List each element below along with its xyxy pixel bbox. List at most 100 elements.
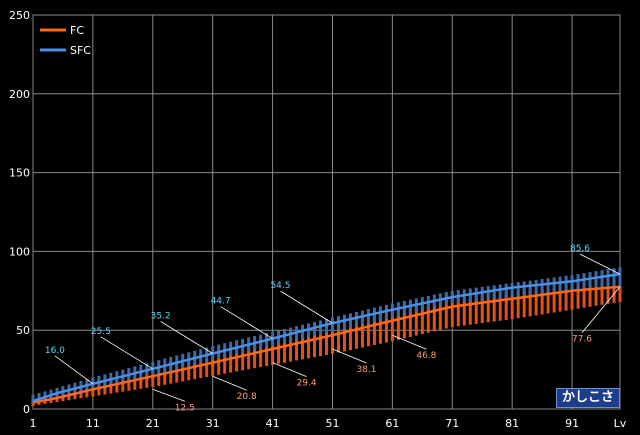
range-bar-sfc: [540, 278, 544, 294]
range-bar-fc: [229, 352, 233, 373]
range-bar-fc: [504, 293, 508, 320]
range-bar-sfc: [582, 273, 586, 290]
range-bar-fc: [330, 327, 334, 354]
range-bar-fc: [205, 358, 209, 378]
range-bar-fc: [420, 304, 424, 335]
range-bar-fc: [241, 349, 245, 371]
y-tick-label: 150: [9, 167, 30, 180]
range-bar-fc: [528, 290, 532, 317]
range-bar-fc: [366, 317, 370, 347]
range-bar-sfc: [594, 271, 598, 289]
range-bar-fc: [199, 359, 203, 379]
data-label: 44.7: [211, 297, 231, 307]
range-bar-fc: [516, 291, 520, 319]
range-bar-fc: [390, 311, 394, 342]
range-bar-fc: [253, 345, 257, 369]
range-bar-fc: [468, 296, 472, 325]
range-bar-fc: [133, 375, 137, 390]
legend-label-fc: FC: [70, 24, 84, 37]
annotation-leader: [392, 334, 427, 350]
range-bar-fc: [342, 323, 346, 352]
y-tick-label: 0: [23, 403, 30, 416]
range-bar-fc: [588, 284, 592, 307]
range-bar-sfc: [618, 267, 622, 287]
range-bar-fc: [594, 284, 598, 306]
range-bar-sfc: [492, 285, 496, 299]
x-tick-label: 71: [445, 417, 459, 430]
range-bar-fc: [438, 301, 442, 330]
range-bar-sfc: [612, 268, 616, 287]
range-bar-fc: [313, 331, 317, 358]
range-bar-fc: [121, 378, 125, 392]
range-bar-sfc: [325, 319, 328, 334]
x-tick-label: 1: [30, 417, 37, 430]
range-bar-fc: [372, 316, 376, 346]
range-bar-sfc: [552, 277, 556, 293]
range-bar-fc: [247, 347, 251, 370]
annotation-leader: [280, 290, 333, 324]
range-bar-fc: [612, 283, 616, 303]
range-bar-fc: [486, 294, 490, 323]
annotation-leader: [160, 321, 213, 354]
range-bar-fc: [570, 286, 574, 310]
range-bar-fc: [396, 310, 400, 340]
annotation-leader: [272, 362, 307, 378]
annotation-leader: [220, 306, 273, 339]
range-bar-fc: [522, 291, 526, 318]
range-bar-fc: [163, 368, 167, 385]
range-bar-fc: [181, 364, 185, 382]
range-bar-sfc: [546, 278, 550, 294]
x-tick-label: 21: [146, 417, 160, 430]
range-bar-fc: [223, 353, 227, 374]
range-bar-fc: [354, 320, 358, 349]
range-bar-fc: [91, 385, 95, 397]
range-bar-fc: [618, 282, 622, 302]
range-bar-fc: [97, 383, 101, 396]
x-tick-label: 31: [206, 417, 220, 430]
range-bar-fc: [115, 379, 119, 393]
annotations: 16.0 25.5 35.2 44.7 54.5 85.6 12.5 20.8 29.4 38.1…: [45, 244, 621, 413]
range-bar-fc: [480, 295, 484, 324]
range-bar-fc: [325, 328, 328, 355]
range-bar-fc: [540, 289, 544, 315]
range-bar-sfc: [606, 269, 610, 288]
x-tick-label: 41: [266, 417, 280, 430]
data-label: 54.5: [270, 281, 290, 291]
range-bar-fc: [301, 334, 305, 360]
annotation-leader: [100, 336, 154, 370]
range-bar-sfc: [336, 316, 340, 331]
range-bar-sfc: [43, 391, 47, 400]
range-bar-fc: [103, 382, 107, 395]
data-label: 35.2: [151, 312, 171, 322]
range-bar-fc: [295, 335, 299, 361]
x-axis-unit-label: Lv: [614, 417, 627, 430]
annotation-leader: [581, 286, 621, 333]
range-bar-sfc: [486, 286, 490, 300]
range-bar-fc: [277, 339, 281, 364]
range-bar-sfc: [504, 283, 508, 298]
range-bar-fc: [157, 369, 161, 386]
range-bar-sfc: [516, 282, 520, 297]
series-lines: [32, 272, 621, 404]
range-bar-fc: [151, 371, 155, 387]
x-tick-label: 91: [565, 417, 579, 430]
range-bar-fc: [319, 329, 323, 357]
range-bar-fc: [546, 288, 550, 314]
range-bar-fc: [558, 287, 562, 312]
range-bar-fc: [139, 374, 143, 389]
range-bar-fc: [217, 355, 221, 375]
x-tick-label: 51: [325, 417, 339, 430]
range-bar-sfc: [510, 282, 514, 298]
x-tick-label: 81: [505, 417, 519, 430]
range-bar-fc: [289, 336, 293, 362]
range-bar-sfc: [522, 281, 526, 296]
data-label: 20.8: [237, 392, 257, 402]
range-bar-fc: [462, 297, 466, 326]
range-bar-fc: [510, 292, 514, 320]
data-label: 38.1: [356, 365, 376, 375]
range-bar-fc: [576, 285, 580, 309]
range-bar-fc: [378, 314, 382, 344]
range-bar-fc: [193, 361, 197, 380]
